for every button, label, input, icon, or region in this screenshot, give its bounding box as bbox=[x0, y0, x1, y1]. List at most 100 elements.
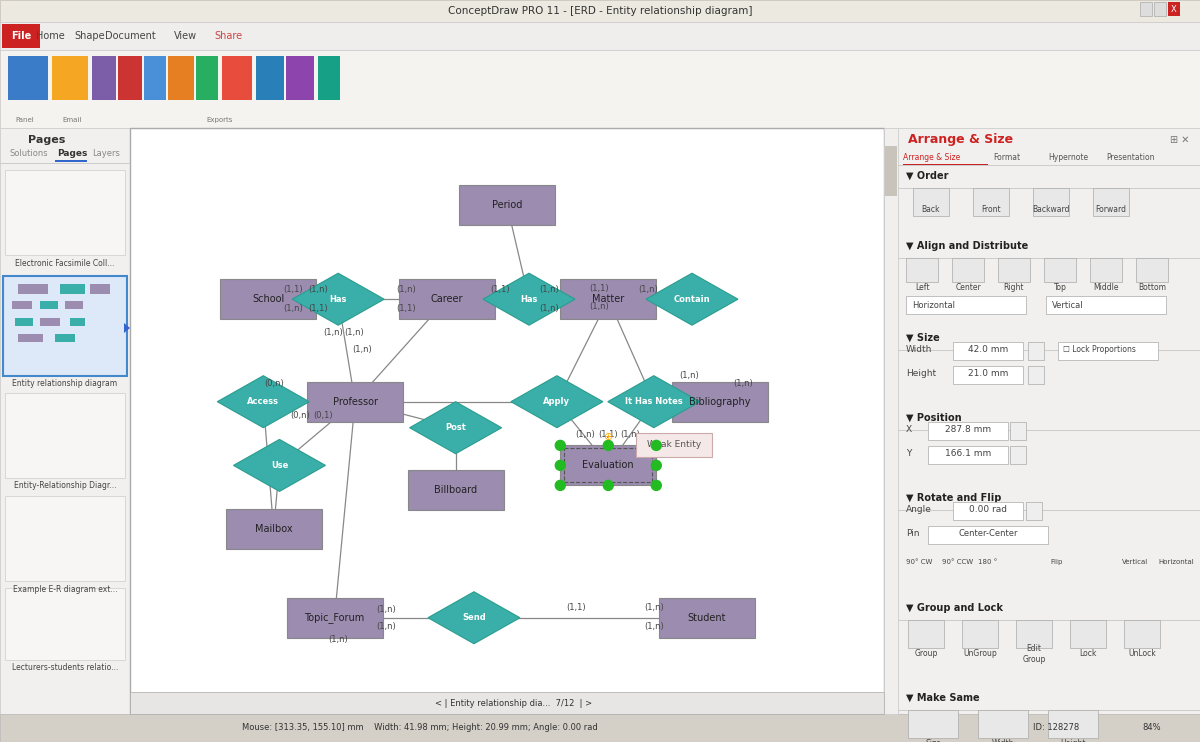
Bar bbox=[0, 128, 130, 714]
Text: Example E-R diagram ext...: Example E-R diagram ext... bbox=[13, 585, 118, 594]
Text: ▼ Make Same: ▼ Make Same bbox=[906, 693, 979, 703]
Text: Email: Email bbox=[62, 117, 82, 123]
Text: (1,1): (1,1) bbox=[566, 603, 586, 612]
Text: View: View bbox=[174, 31, 197, 41]
Text: Share: Share bbox=[214, 31, 242, 41]
Bar bbox=[898, 620, 1200, 621]
Bar bbox=[458, 185, 554, 225]
Text: (1,n): (1,n) bbox=[323, 328, 343, 337]
Bar bbox=[196, 56, 218, 100]
Bar bbox=[1010, 422, 1026, 440]
Text: ▼ Group and Lock: ▼ Group and Lock bbox=[906, 603, 1003, 613]
Bar bbox=[952, 258, 984, 282]
Text: Solutions: Solutions bbox=[10, 149, 49, 159]
Text: ☐ Lock Proportions: ☐ Lock Proportions bbox=[1063, 346, 1136, 355]
Bar bbox=[1140, 2, 1152, 16]
Bar bbox=[898, 128, 1200, 714]
Bar bbox=[953, 342, 1022, 360]
Polygon shape bbox=[646, 273, 738, 325]
Bar bbox=[998, 258, 1030, 282]
Text: 90° CW: 90° CW bbox=[906, 559, 932, 565]
Bar bbox=[898, 258, 1200, 259]
Bar bbox=[1090, 258, 1122, 282]
Bar bbox=[1044, 258, 1076, 282]
Text: Right: Right bbox=[1003, 283, 1025, 292]
Text: (1,n): (1,n) bbox=[308, 285, 329, 294]
Text: Horizontal: Horizontal bbox=[1158, 559, 1194, 565]
Bar bbox=[898, 188, 1200, 189]
Text: ⊞ ✕: ⊞ ✕ bbox=[1170, 135, 1189, 145]
Text: Shape: Shape bbox=[74, 31, 106, 41]
Polygon shape bbox=[511, 375, 602, 427]
Text: (1,n): (1,n) bbox=[396, 285, 415, 294]
Text: Left: Left bbox=[914, 283, 929, 292]
Text: Career: Career bbox=[431, 294, 463, 304]
Text: File: File bbox=[11, 31, 31, 41]
Bar bbox=[973, 188, 1009, 216]
Text: Width: Width bbox=[906, 346, 932, 355]
Text: (1,n): (1,n) bbox=[344, 328, 365, 337]
Circle shape bbox=[652, 460, 661, 470]
Circle shape bbox=[604, 441, 613, 450]
Bar bbox=[0, 22, 1200, 50]
Text: ConceptDraw PRO 11 - [ERD - Entity relationship diagram]: ConceptDraw PRO 11 - [ERD - Entity relat… bbox=[448, 6, 752, 16]
Bar bbox=[40, 318, 60, 326]
Text: (1,n): (1,n) bbox=[733, 379, 754, 388]
Text: 90° CCW: 90° CCW bbox=[942, 559, 973, 565]
Bar bbox=[55, 334, 74, 342]
Text: (1,n): (1,n) bbox=[644, 622, 664, 631]
Bar bbox=[908, 620, 944, 648]
Bar bbox=[1048, 710, 1098, 738]
Bar bbox=[886, 146, 898, 196]
Bar bbox=[90, 284, 110, 294]
Text: < | Entity relationship dia...  7/12  | >: < | Entity relationship dia... 7/12 | > bbox=[436, 698, 593, 708]
Text: Has: Has bbox=[521, 295, 538, 303]
Text: Presentation: Presentation bbox=[1106, 154, 1154, 162]
Text: Flip: Flip bbox=[1050, 559, 1062, 565]
Bar bbox=[130, 692, 884, 714]
Text: (1,1): (1,1) bbox=[599, 430, 618, 439]
Text: Bibliography: Bibliography bbox=[689, 397, 751, 407]
Bar bbox=[222, 56, 252, 100]
Bar bbox=[898, 165, 1200, 166]
Text: ▼ Position: ▼ Position bbox=[906, 413, 961, 423]
Text: (1,n): (1,n) bbox=[575, 430, 595, 439]
Text: Height: Height bbox=[1061, 740, 1086, 742]
Bar bbox=[908, 710, 958, 738]
Bar bbox=[928, 422, 1008, 440]
Bar bbox=[1168, 2, 1180, 16]
Bar bbox=[55, 160, 88, 162]
Polygon shape bbox=[217, 375, 310, 427]
Text: (1,n): (1,n) bbox=[377, 605, 396, 614]
Text: Entity-Relationship Diagr...: Entity-Relationship Diagr... bbox=[13, 482, 116, 490]
Bar bbox=[928, 446, 1008, 464]
Polygon shape bbox=[234, 439, 325, 491]
Text: Professor: Professor bbox=[332, 397, 378, 407]
Text: 42.0 mm: 42.0 mm bbox=[968, 346, 1008, 355]
Bar bbox=[65, 301, 83, 309]
Bar bbox=[2, 24, 40, 48]
Bar bbox=[18, 334, 43, 342]
Bar bbox=[884, 128, 898, 714]
Bar bbox=[1093, 188, 1129, 216]
Bar bbox=[144, 56, 166, 100]
Text: Vertical: Vertical bbox=[1052, 301, 1084, 309]
Bar bbox=[5, 393, 125, 478]
Text: Arrange & Size: Arrange & Size bbox=[904, 154, 960, 162]
Text: 166.1 mm: 166.1 mm bbox=[944, 450, 991, 459]
Text: (0,n): (0,n) bbox=[290, 411, 310, 420]
Text: (0,1): (0,1) bbox=[313, 411, 334, 420]
Bar bbox=[318, 56, 340, 100]
Polygon shape bbox=[409, 401, 502, 453]
Text: Format: Format bbox=[994, 154, 1020, 162]
Text: Exports: Exports bbox=[206, 117, 233, 123]
Bar bbox=[5, 170, 125, 255]
Text: Student: Student bbox=[688, 613, 726, 623]
Text: Contain: Contain bbox=[673, 295, 710, 303]
Text: Apply: Apply bbox=[544, 397, 570, 406]
Text: (1,n): (1,n) bbox=[283, 303, 302, 312]
Bar bbox=[40, 301, 58, 309]
Text: Access: Access bbox=[247, 397, 280, 406]
Text: (1,n): (1,n) bbox=[679, 371, 698, 380]
Text: Matter: Matter bbox=[592, 294, 624, 304]
